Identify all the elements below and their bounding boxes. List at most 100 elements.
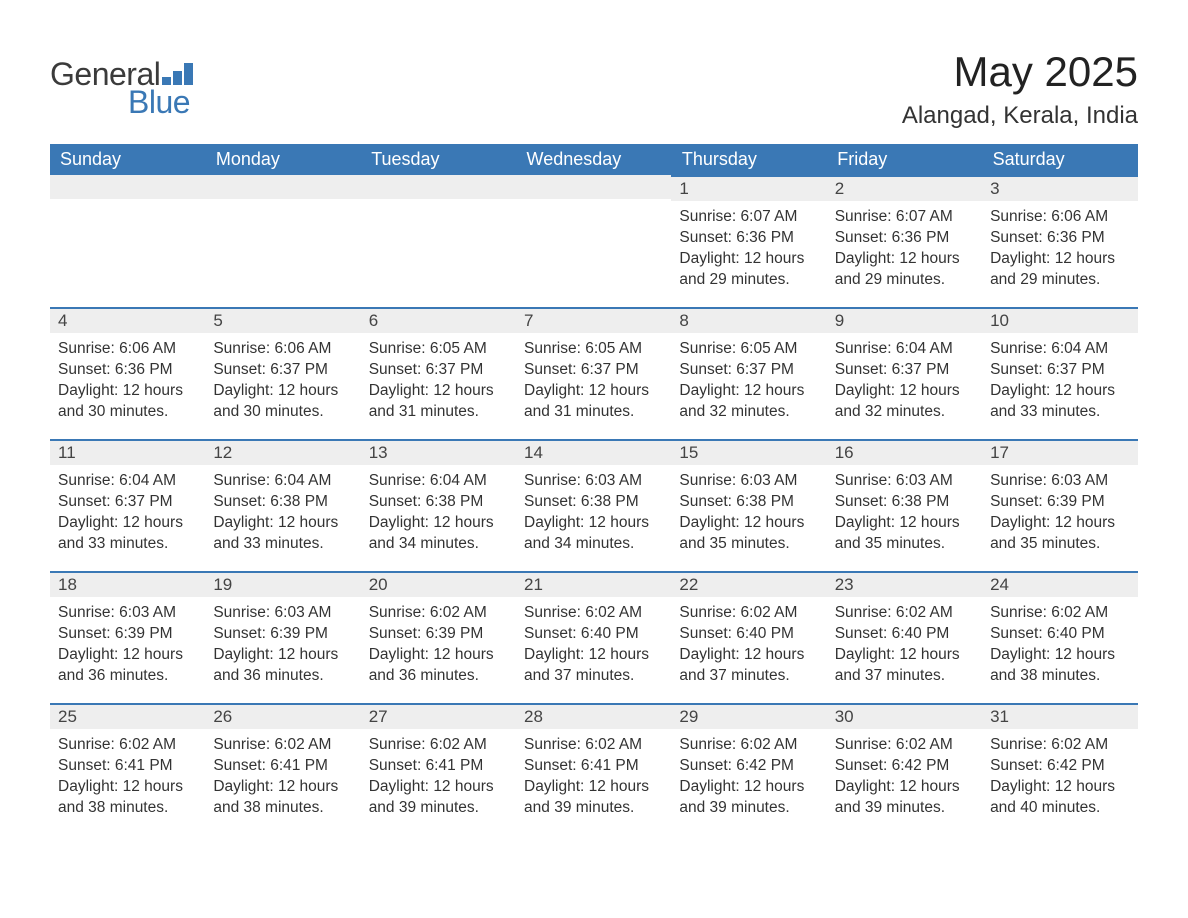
day-line: Sunset: 6:37 PM	[990, 360, 1129, 381]
day-line: Daylight: 12 hours and 38 minutes.	[990, 645, 1129, 687]
field-label: Daylight:	[679, 514, 744, 531]
field-value: 6:03 AM	[1051, 472, 1108, 489]
day-line: Daylight: 12 hours and 40 minutes.	[990, 777, 1129, 819]
day-body: Sunrise: 6:02 AMSunset: 6:41 PMDaylight:…	[516, 729, 671, 823]
field-value: 6:39 PM	[115, 625, 173, 642]
calendar-cell: 5Sunrise: 6:06 AMSunset: 6:37 PMDaylight…	[205, 307, 360, 439]
day-line: Sunrise: 6:06 AM	[213, 339, 352, 360]
day-line: Daylight: 12 hours and 34 minutes.	[369, 513, 508, 555]
field-label: Daylight:	[835, 382, 900, 399]
field-label: Sunrise:	[835, 208, 896, 225]
day-header: Friday	[827, 144, 982, 175]
field-value: 6:07 AM	[896, 208, 953, 225]
day-body: Sunrise: 6:02 AMSunset: 6:40 PMDaylight:…	[516, 597, 671, 691]
field-value: 6:06 AM	[275, 340, 332, 357]
day-line: Daylight: 12 hours and 38 minutes.	[58, 777, 197, 819]
day-line: Sunrise: 6:07 AM	[679, 207, 818, 228]
day-line: Sunrise: 6:07 AM	[835, 207, 974, 228]
day-number: 24	[982, 571, 1137, 597]
field-label: Daylight:	[835, 778, 900, 795]
logo-text-blue: Blue	[128, 84, 190, 121]
field-label: Sunset:	[369, 625, 426, 642]
day-line: Daylight: 12 hours and 39 minutes.	[369, 777, 508, 819]
day-number: 4	[50, 307, 205, 333]
calendar-cell: 18Sunrise: 6:03 AMSunset: 6:39 PMDayligh…	[50, 571, 205, 703]
field-label: Sunrise:	[835, 604, 896, 621]
field-label: Sunset:	[213, 493, 270, 510]
day-number-empty	[205, 175, 360, 199]
day-number: 1	[671, 175, 826, 201]
field-value: 6:41 PM	[115, 757, 173, 774]
day-line: Sunrise: 6:04 AM	[835, 339, 974, 360]
day-line: Daylight: 12 hours and 29 minutes.	[990, 249, 1129, 291]
day-header: Sunday	[50, 144, 205, 175]
day-number: 19	[205, 571, 360, 597]
field-label: Sunrise:	[58, 604, 119, 621]
field-value: 6:02 AM	[430, 736, 487, 753]
day-line: Daylight: 12 hours and 29 minutes.	[835, 249, 974, 291]
field-value: 6:40 PM	[1047, 625, 1105, 642]
day-line: Daylight: 12 hours and 30 minutes.	[213, 381, 352, 423]
day-line: Sunset: 6:36 PM	[679, 228, 818, 249]
day-line: Sunrise: 6:03 AM	[524, 471, 663, 492]
day-line: Sunrise: 6:02 AM	[369, 603, 508, 624]
day-line: Sunrise: 6:02 AM	[213, 735, 352, 756]
field-label: Sunrise:	[369, 340, 430, 357]
day-number: 26	[205, 703, 360, 729]
location-subtitle: Alangad, Kerala, India	[902, 102, 1138, 130]
day-line: Sunset: 6:36 PM	[990, 228, 1129, 249]
calendar-head: SundayMondayTuesdayWednesdayThursdayFrid…	[50, 144, 1138, 175]
calendar-cell: 24Sunrise: 6:02 AMSunset: 6:40 PMDayligh…	[982, 571, 1137, 703]
calendar-cell: 2Sunrise: 6:07 AMSunset: 6:36 PMDaylight…	[827, 175, 982, 307]
day-number: 9	[827, 307, 982, 333]
day-number: 6	[361, 307, 516, 333]
day-line: Sunrise: 6:03 AM	[213, 603, 352, 624]
day-header: Thursday	[671, 144, 826, 175]
field-label: Sunrise:	[213, 604, 274, 621]
calendar-cell: 26Sunrise: 6:02 AMSunset: 6:41 PMDayligh…	[205, 703, 360, 835]
day-body: Sunrise: 6:03 AMSunset: 6:39 PMDaylight:…	[205, 597, 360, 691]
calendar-cell: 23Sunrise: 6:02 AMSunset: 6:40 PMDayligh…	[827, 571, 982, 703]
field-label: Daylight:	[213, 514, 278, 531]
day-line: Sunrise: 6:04 AM	[990, 339, 1129, 360]
field-label: Sunrise:	[369, 472, 430, 489]
day-body: Sunrise: 6:06 AMSunset: 6:37 PM Daylight:…	[205, 333, 360, 427]
field-label: Daylight:	[835, 250, 900, 267]
field-label: Daylight:	[524, 646, 589, 663]
field-value: 6:41 PM	[270, 757, 328, 774]
day-line: Daylight: 12 hours and 36 minutes.	[369, 645, 508, 687]
day-line: Sunset: 6:38 PM	[524, 492, 663, 513]
field-label: Sunrise:	[990, 472, 1051, 489]
field-label: Daylight:	[369, 382, 434, 399]
day-number: 25	[50, 703, 205, 729]
field-label: Daylight:	[835, 646, 900, 663]
day-line: Sunrise: 6:02 AM	[990, 603, 1129, 624]
day-number: 3	[982, 175, 1137, 201]
day-line: Daylight: 12 hours and 35 minutes.	[990, 513, 1129, 555]
day-line: Daylight: 12 hours and 31 minutes.	[524, 381, 663, 423]
day-line: Sunset: 6:39 PM	[369, 624, 508, 645]
calendar-cell: 25Sunrise: 6:02 AMSunset: 6:41 PMDayligh…	[50, 703, 205, 835]
day-line: Sunset: 6:36 PM	[835, 228, 974, 249]
day-body: Sunrise: 6:02 AMSunset: 6:40 PMDaylight:…	[982, 597, 1137, 691]
field-label: Daylight:	[679, 646, 744, 663]
field-label: Sunset:	[213, 361, 270, 378]
field-value: 6:37 PM	[581, 361, 639, 378]
day-body: Sunrise: 6:05 AMSunset: 6:37 PMDaylight:…	[671, 333, 826, 427]
field-label: Sunset:	[990, 757, 1047, 774]
calendar-cell: 29Sunrise: 6:02 AMSunset: 6:42 PMDayligh…	[671, 703, 826, 835]
field-label: Daylight:	[990, 250, 1055, 267]
calendar-table: SundayMondayTuesdayWednesdayThursdayFrid…	[50, 144, 1138, 835]
day-number: 7	[516, 307, 671, 333]
field-label: Sunset:	[58, 361, 115, 378]
day-line: Sunrise: 6:02 AM	[524, 735, 663, 756]
calendar-cell: 17Sunrise: 6:03 AMSunset: 6:39 PMDayligh…	[982, 439, 1137, 571]
field-value: 6:37 PM	[270, 361, 328, 378]
day-line: Sunrise: 6:02 AM	[835, 603, 974, 624]
field-value: 6:05 AM	[430, 340, 487, 357]
day-body: Sunrise: 6:02 AMSunset: 6:39 PMDaylight:…	[361, 597, 516, 691]
day-line: Daylight: 12 hours and 39 minutes.	[679, 777, 818, 819]
field-value: 6:02 AM	[896, 736, 953, 753]
calendar-cell: 22Sunrise: 6:02 AMSunset: 6:40 PMDayligh…	[671, 571, 826, 703]
field-value: 6:03 AM	[896, 472, 953, 489]
